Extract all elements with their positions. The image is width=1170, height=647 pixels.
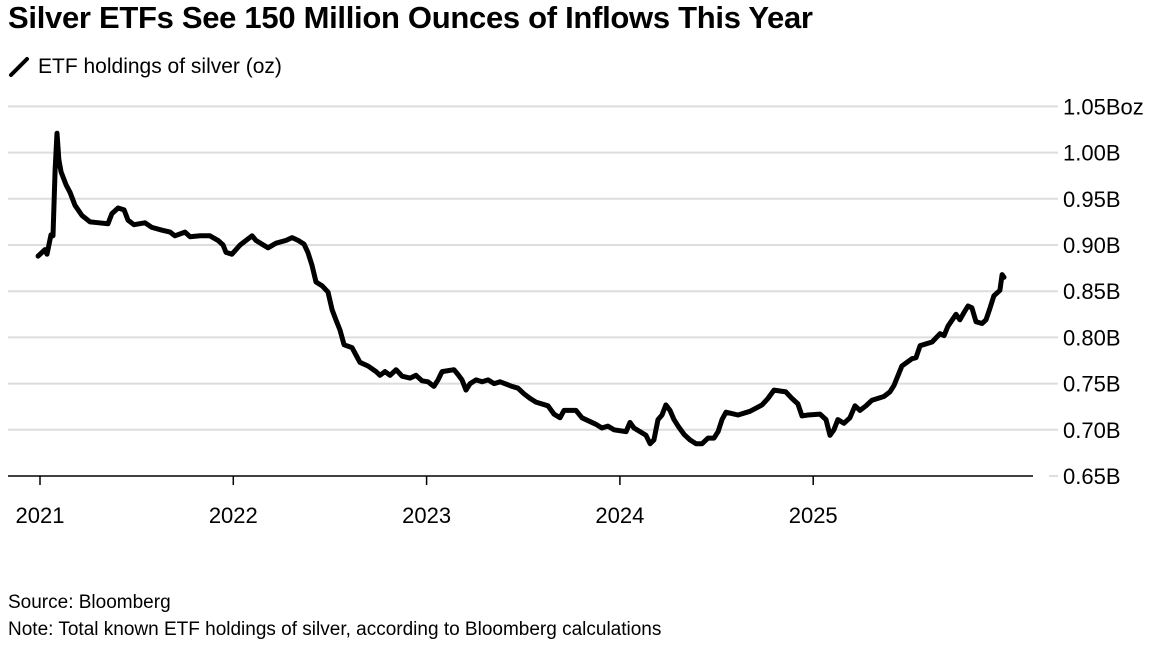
- y-tick-label: 0.95B: [1063, 187, 1121, 212]
- chart-title: Silver ETFs See 150 Million Ounces of In…: [8, 0, 813, 35]
- y-tick-label: 0.65B: [1063, 464, 1121, 489]
- footnote: Note: Total known ETF holdings of silver…: [8, 619, 662, 640]
- y-tick-label: 0.75B: [1063, 372, 1121, 397]
- x-tick-label: 2022: [209, 503, 258, 528]
- gridlines: [8, 105, 1058, 477]
- y-axis-labels: 0.65B 0.70B 0.75B 0.80B 0.85B 0.90B 0.95B 1.00B…: [1063, 94, 1144, 489]
- line-swatch-icon: [9, 57, 29, 77]
- y-tick-label: 0.85B: [1063, 279, 1121, 304]
- y-tick-label: 1.00B: [1063, 141, 1121, 166]
- y-tick-label: 0.80B: [1063, 325, 1121, 350]
- legend-label: ETF holdings of silver (oz): [38, 55, 282, 78]
- x-tick-label: 2021: [16, 503, 65, 528]
- y-tick-label: 1.05Boz: [1063, 94, 1144, 119]
- x-tick-label: 2023: [402, 503, 451, 528]
- x-tick-label: 2025: [789, 503, 838, 528]
- y-tick-label: 0.70B: [1063, 418, 1121, 443]
- source-note: Source: Bloomberg: [8, 592, 171, 613]
- legend: ETF holdings of silver (oz): [8, 55, 282, 79]
- x-tick-label: 2024: [595, 503, 644, 528]
- line-chart: 0.65B 0.70B 0.75B 0.80B 0.85B 0.90B 0.95B 1.00B…: [8, 94, 1144, 528]
- y-tick-label: 0.90B: [1063, 233, 1121, 258]
- x-axis: 2021 2022 2023 2024 2025: [8, 475, 1033, 528]
- series-line: [35, 130, 1007, 447]
